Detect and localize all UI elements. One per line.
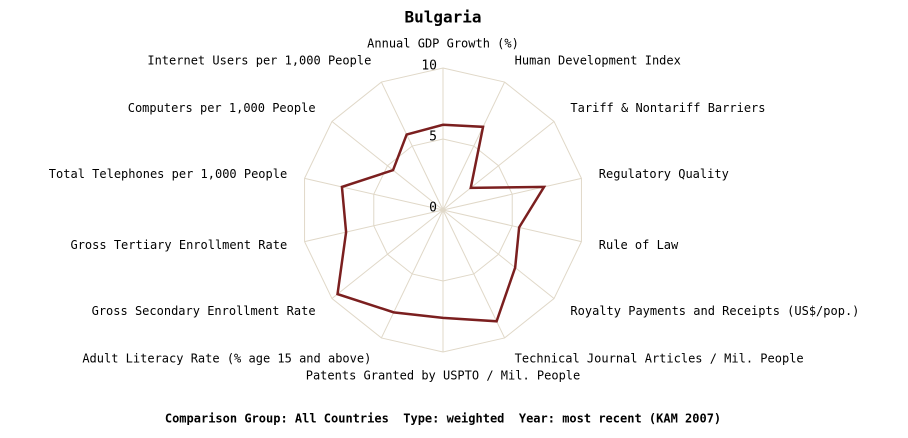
axis-label: Technical Journal Articles / Mil. People — [515, 351, 804, 365]
axis-label: Royalty Payments and Receipts (US$/pop.) — [570, 304, 859, 318]
tick-label: 0 — [429, 201, 437, 216]
axis-label: Annual GDP Growth (%) — [367, 37, 519, 51]
tick-label: 5 — [429, 130, 437, 145]
chart-title: Bulgaria — [404, 8, 481, 27]
axis-label: Rule of Law — [599, 238, 679, 252]
spoke — [442, 121, 555, 211]
data-line — [336, 123, 547, 323]
axis-label: Internet Users per 1,000 People — [147, 54, 371, 68]
spoke — [331, 209, 444, 299]
axis-label: Adult Literacy Rate (% age 15 and above) — [82, 351, 371, 365]
axis-label: Total Telephones per 1,000 People — [49, 167, 287, 181]
axis-label: Gross Tertiary Enrollment Rate — [70, 238, 287, 252]
spoke — [331, 121, 444, 211]
axis-label: Patents Granted by USPTO / Mil. People — [306, 369, 581, 383]
axis-label: Human Development Index — [515, 54, 681, 68]
spoke — [304, 177, 444, 211]
axis-label: Gross Secondary Enrollment Rate — [92, 304, 316, 318]
spoke — [442, 209, 555, 299]
tick-label: 10 — [421, 59, 437, 74]
footer: Comparison Group: All Countries Type: we… — [165, 412, 721, 426]
spoke — [442, 81, 506, 211]
spoke — [380, 81, 444, 211]
spoke — [442, 209, 582, 243]
axis-label: Regulatory Quality — [599, 167, 729, 181]
spoke — [442, 209, 506, 339]
spoke — [442, 177, 582, 211]
axis-label: Tariff & Nontariff Barriers — [570, 101, 765, 115]
axis-label: Computers per 1,000 People — [128, 101, 316, 115]
spoke — [304, 209, 444, 243]
spoke — [380, 209, 444, 339]
